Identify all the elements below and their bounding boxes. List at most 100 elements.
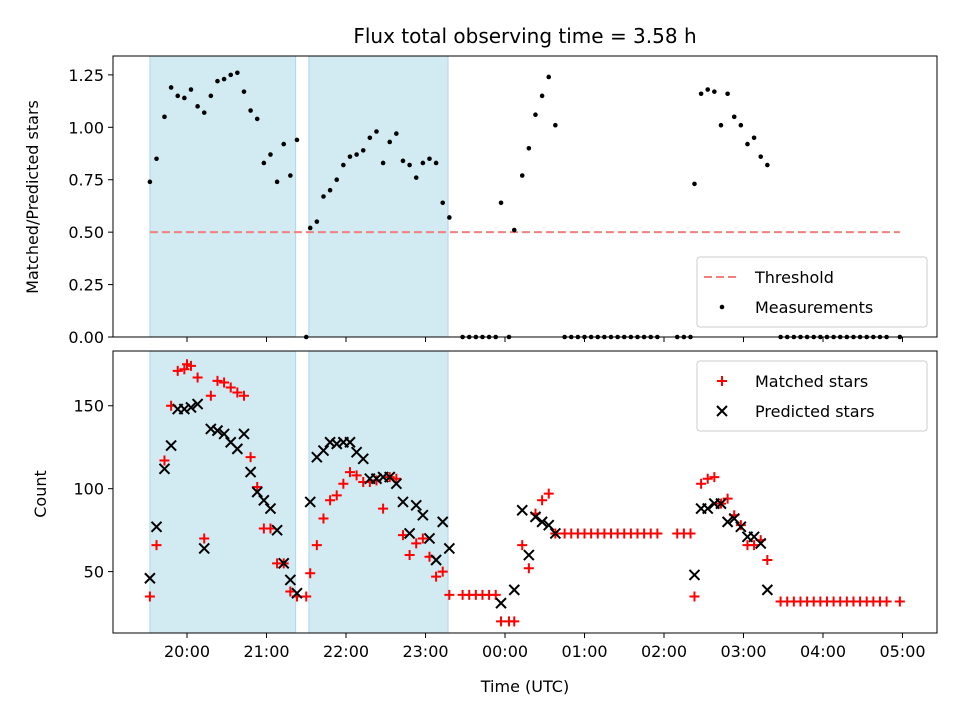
data-point <box>307 225 313 231</box>
data-point <box>354 152 359 157</box>
data-point <box>417 533 428 544</box>
data-point <box>721 516 734 528</box>
data-point <box>357 453 369 465</box>
data-point <box>215 78 220 84</box>
x-tick-label: 00:00 <box>482 642 528 661</box>
data-point <box>495 597 507 609</box>
data-point <box>437 516 449 528</box>
data-point <box>546 74 552 80</box>
data-point <box>252 482 263 493</box>
panel-2: 50 100 150 20:00 21:00 22:00 23:00 00:00 01:00 02… <box>73 350 938 661</box>
data-point <box>431 571 442 582</box>
data-point <box>722 493 733 504</box>
data-point <box>288 173 293 178</box>
data-point <box>378 503 389 514</box>
data-point <box>370 473 383 485</box>
data-point <box>735 521 747 533</box>
data-point <box>192 372 203 383</box>
x-tick-label: 05:00 <box>879 642 925 661</box>
data-point <box>305 568 316 579</box>
legend-label: Predicted stars <box>755 402 875 421</box>
data-point <box>731 114 737 120</box>
x-tick-label: 21:00 <box>243 642 289 661</box>
y-tick-label: 0.00 <box>68 328 104 347</box>
y-tick-label: 50 <box>84 563 104 582</box>
data-point <box>689 591 700 602</box>
data-point <box>511 227 517 233</box>
data-point <box>208 93 214 99</box>
x-tick-label: 01:00 <box>561 642 607 661</box>
data-point <box>228 72 234 78</box>
data-point <box>360 148 366 153</box>
data-point <box>652 528 663 539</box>
data-point <box>294 137 300 143</box>
data-point <box>715 497 727 510</box>
legend-swatch <box>719 304 725 310</box>
legend-box <box>696 360 928 432</box>
data-point <box>158 463 171 475</box>
data-point <box>751 135 757 141</box>
data-point <box>304 496 316 508</box>
data-point <box>324 436 336 448</box>
data-point <box>413 175 419 180</box>
y-tick-label: 100 <box>73 480 104 499</box>
data-point <box>749 540 760 551</box>
legend-box <box>696 256 928 328</box>
data-point <box>696 478 707 489</box>
data-point <box>162 114 167 120</box>
data-point <box>410 499 422 511</box>
data-point <box>443 542 456 555</box>
data-point <box>195 104 200 109</box>
data-point <box>523 549 535 561</box>
x-tick-label: 02:00 <box>641 642 687 661</box>
data-point <box>212 375 223 386</box>
data-point <box>391 473 402 484</box>
legend-label: Threshold <box>754 268 834 287</box>
data-point <box>758 154 764 159</box>
data-point <box>380 160 386 166</box>
data-point <box>529 511 542 523</box>
data-point <box>397 496 409 508</box>
data-point <box>447 215 452 220</box>
data-point <box>394 131 399 136</box>
data-point <box>755 537 767 550</box>
data-point <box>702 473 713 484</box>
data-point <box>539 93 545 99</box>
data-point <box>407 162 412 168</box>
data-point <box>188 87 194 92</box>
legend: Threshold Measurements <box>696 256 928 328</box>
data-point <box>265 523 276 534</box>
data-point <box>150 521 163 533</box>
data-point <box>517 540 528 551</box>
data-point <box>894 596 905 607</box>
observing-interval-1 <box>149 55 297 338</box>
data-point <box>238 390 249 401</box>
data-point <box>271 524 283 536</box>
data-point <box>728 512 740 525</box>
data-point <box>175 93 181 99</box>
data-point <box>205 423 217 435</box>
data-point <box>738 122 744 128</box>
data-point <box>285 586 296 597</box>
data-point <box>172 365 183 376</box>
data-point <box>526 145 532 151</box>
data-point <box>344 467 355 478</box>
data-point <box>498 200 504 206</box>
data-point <box>698 91 704 97</box>
data-point <box>151 540 162 551</box>
data-point <box>238 428 250 440</box>
data-point <box>437 566 448 577</box>
x-axis-label: Time (UTC) <box>480 677 569 696</box>
data-point <box>144 572 156 584</box>
data-point <box>278 557 290 570</box>
panel-frame <box>112 350 938 634</box>
data-point <box>367 135 373 141</box>
data-point <box>281 141 287 147</box>
data-point <box>318 513 329 524</box>
data-point <box>341 162 346 168</box>
data-point <box>321 194 326 199</box>
data-point <box>344 436 356 448</box>
data-point <box>688 569 701 581</box>
plot-layer: 0.00 0.25 0.50 0.75 1.00 1.25 Threshold Measure… <box>68 55 938 661</box>
observing-interval-2 <box>308 55 449 338</box>
